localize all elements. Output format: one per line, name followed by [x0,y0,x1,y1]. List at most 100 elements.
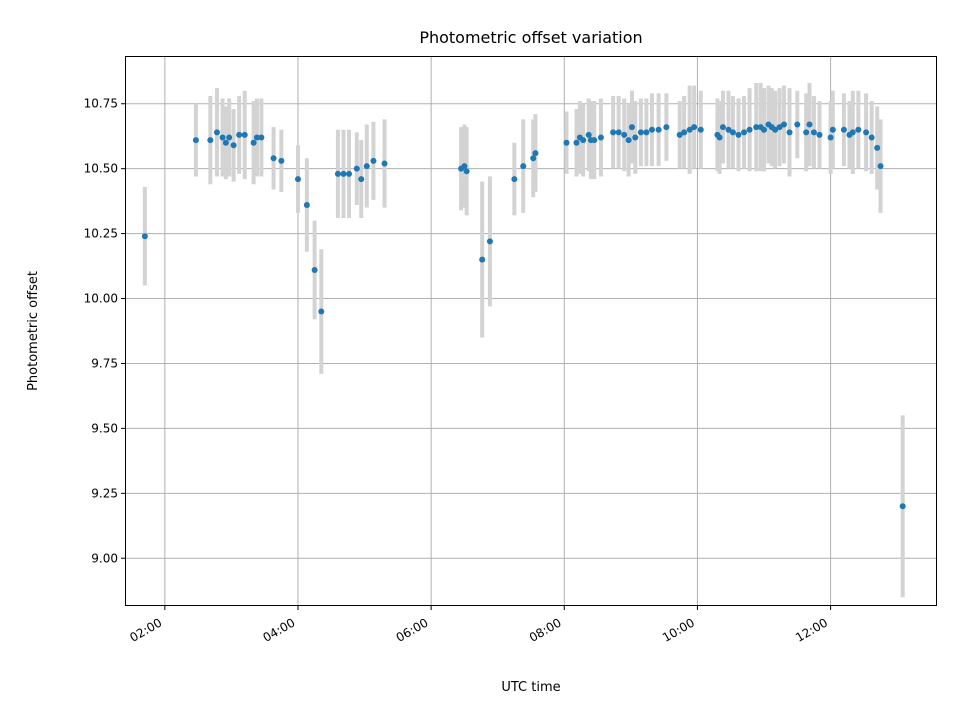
data-point [226,134,233,141]
data-point [532,150,539,157]
data-point [746,126,753,133]
y-tick-label: 9.00 [91,551,118,565]
data-point [849,129,856,136]
data-point [874,144,881,151]
data-point [681,129,688,136]
data-point [340,170,347,177]
y-axis-label: Photometric offset [26,271,41,391]
data-point [741,129,748,136]
data-point [520,163,527,170]
data-point [270,155,277,162]
data-point [230,142,237,149]
data-point [580,137,587,144]
data-point [691,124,698,131]
data-point [192,137,199,144]
data-point [213,129,220,136]
data-point [219,134,226,141]
data-point [719,124,726,131]
data-point [318,308,325,315]
data-points [141,121,906,510]
data-point [346,170,353,177]
data-point [729,129,736,136]
data-point [236,131,243,138]
y-tick-label: 10.00 [84,292,118,306]
data-point [643,129,650,136]
data-point [358,176,365,183]
data-point [725,126,732,133]
y-tick-label: 9.75 [91,356,118,370]
data-point [253,134,260,141]
data-point [615,129,622,136]
data-point [311,266,318,273]
data-point [353,165,360,172]
data-point [370,157,377,164]
data-point [772,126,779,133]
data-point [294,176,301,183]
data-point [827,134,834,141]
data-point [511,176,518,183]
data-point [207,137,214,144]
data-point [250,139,257,146]
data-point [803,129,810,136]
x-axis-label: UTC time [501,680,560,695]
data-point [258,134,265,141]
data-point [676,131,683,138]
data-point [776,124,783,131]
data-point [829,126,836,133]
data-point [735,131,742,138]
data-point [686,126,693,133]
data-point [585,131,592,138]
data-point [716,134,723,141]
data-point [479,256,486,263]
data-point [855,126,862,133]
data-point [222,139,229,146]
data-point [753,124,760,131]
data-point [868,134,875,141]
data-point [810,129,817,136]
y-tick-label: 10.25 [84,227,118,241]
data-point [780,121,787,128]
data-point [632,134,639,141]
y-tick-label: 9.50 [91,421,118,435]
data-point [863,129,870,136]
data-point [573,139,580,146]
data-point [655,126,662,133]
plot-frame [125,56,937,606]
data-point [877,163,884,170]
data-point [563,139,570,146]
data-point [786,129,793,136]
data-point [663,124,670,131]
y-tick-label: 9.25 [91,486,118,500]
data-point [278,157,285,164]
data-point [806,121,813,128]
data-point [463,168,470,175]
data-point [637,129,644,136]
data-point [141,233,148,240]
chart-title: Photometric offset variation [419,28,642,47]
data-point [621,131,628,138]
data-point [840,126,847,133]
data-point [591,137,598,144]
data-point [381,160,388,167]
data-point [899,503,906,510]
data-point [363,163,370,170]
data-point [241,131,248,138]
data-point [628,124,635,131]
data-point [461,163,468,170]
data-point [816,131,823,138]
data-point [610,129,617,136]
data-point [625,137,632,144]
data-point [794,121,801,128]
y-axis-ticks: 9.00 9.25 9.50 9.75 10.00 10.25 10.50 10.75 [84,97,126,565]
y-tick-label: 10.50 [84,162,118,176]
data-point [697,126,704,133]
data-point [486,238,493,245]
data-point [530,155,537,162]
data-point [303,202,310,209]
data-point [761,126,768,133]
data-point [334,170,341,177]
data-point [597,134,604,141]
y-tick-label: 10.75 [84,97,118,111]
